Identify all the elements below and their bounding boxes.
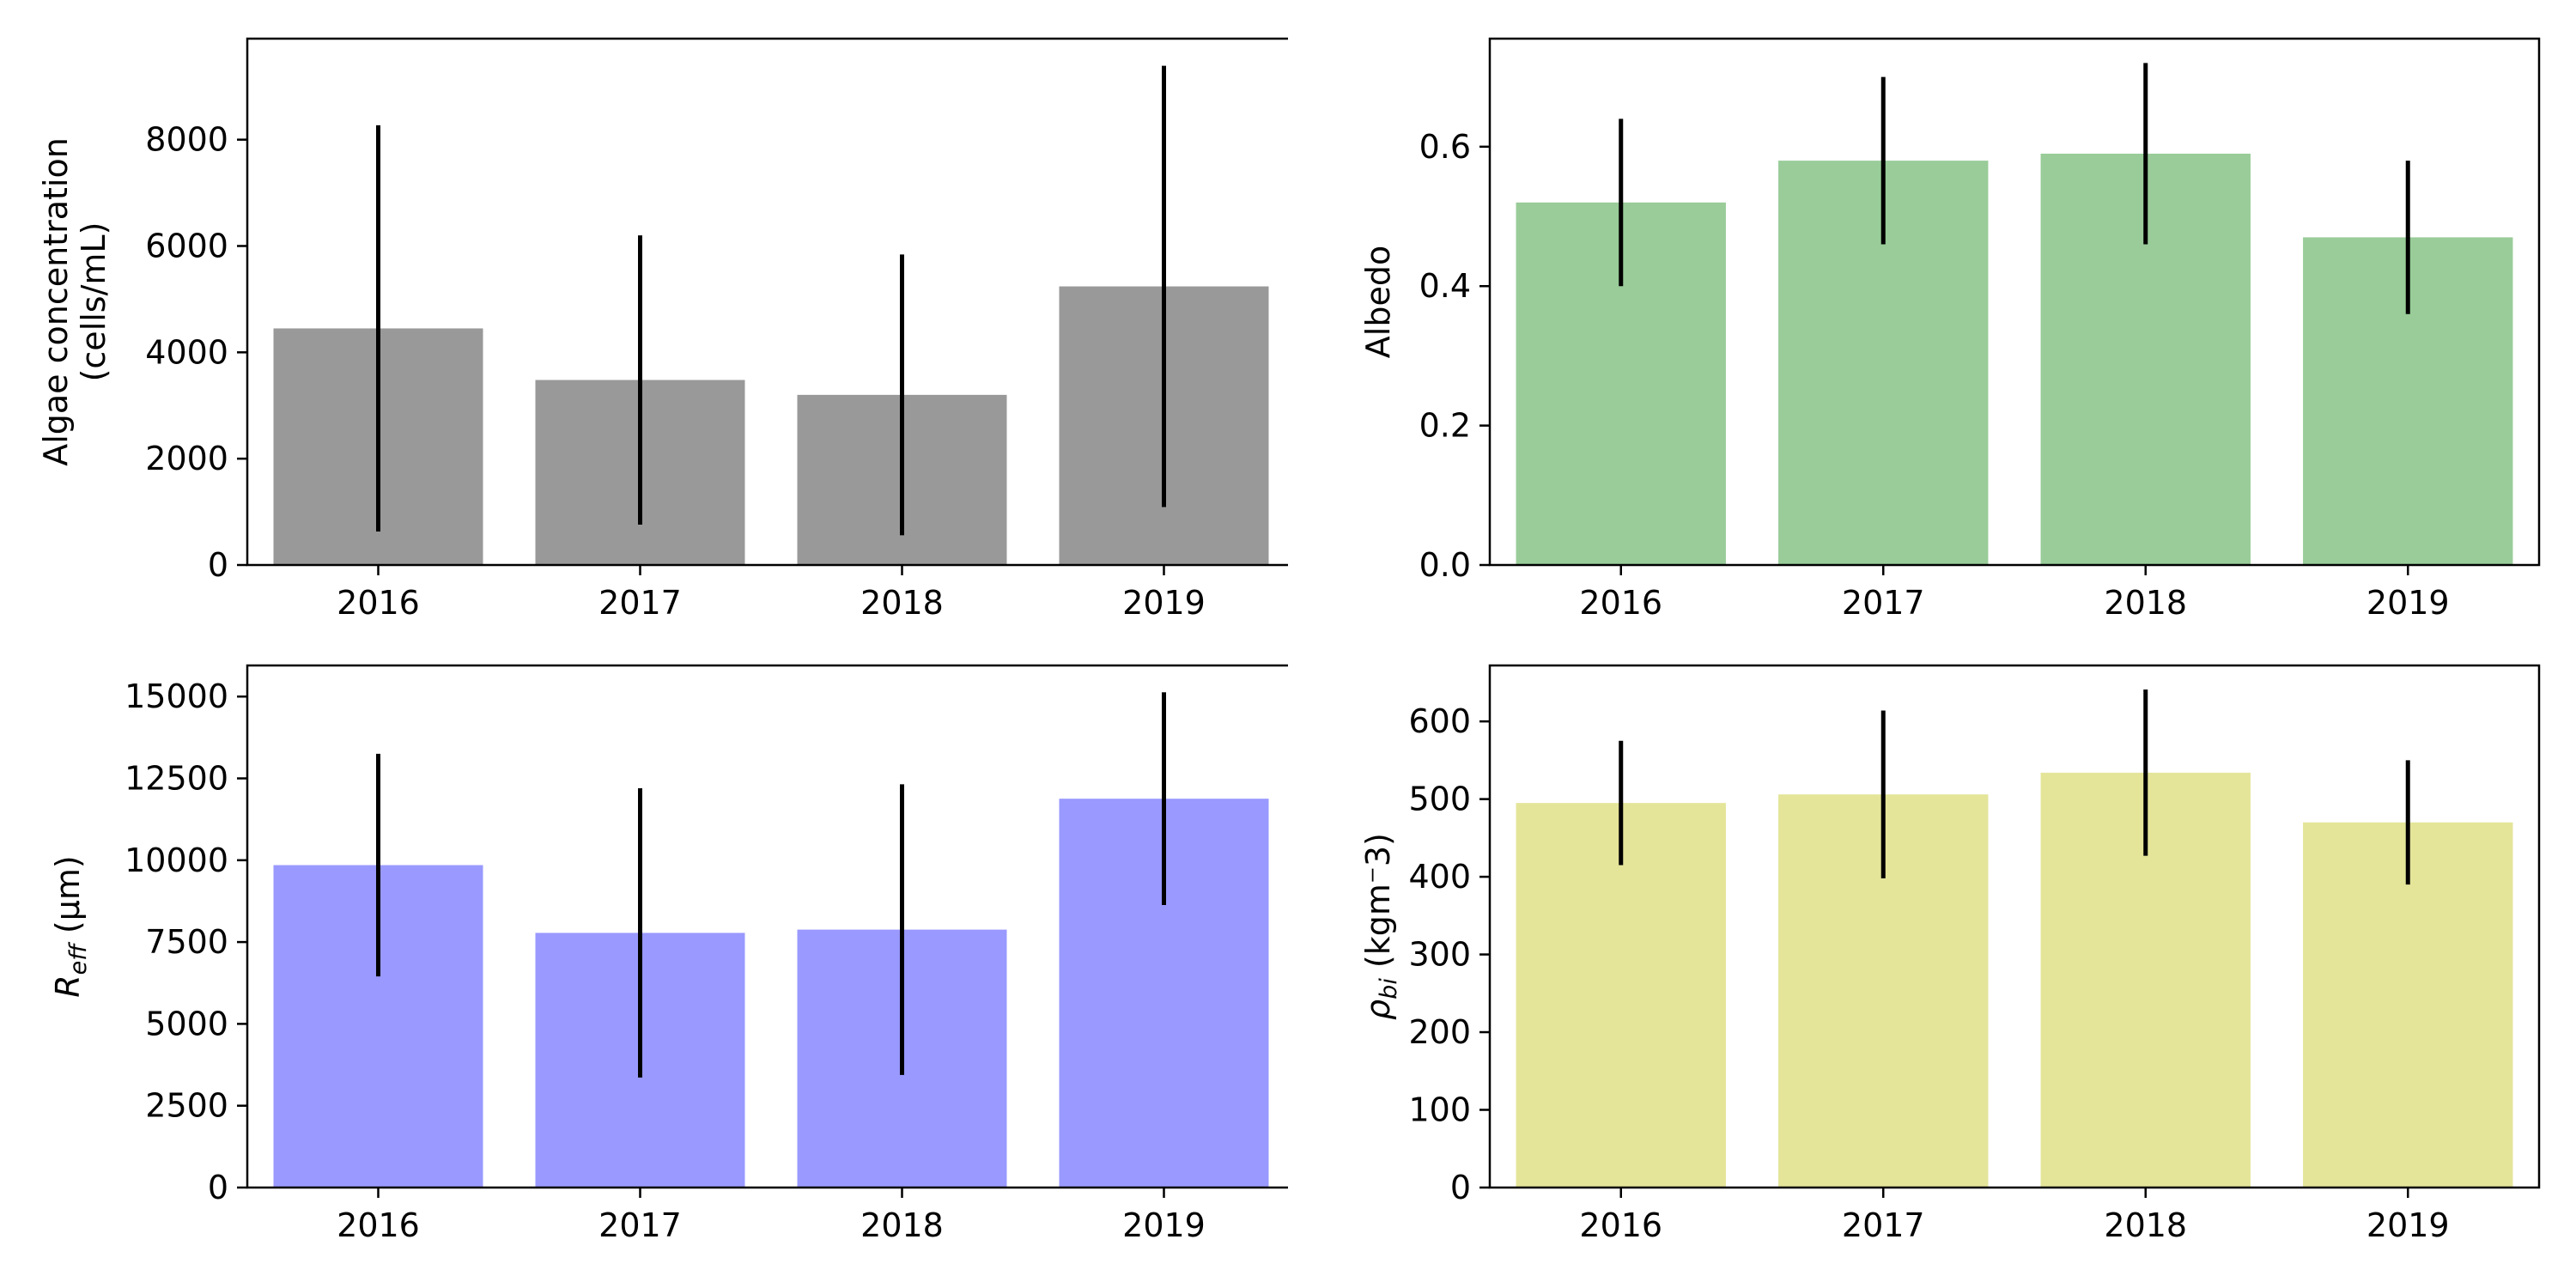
- y-tick-label: 5000: [145, 1005, 228, 1042]
- y-tick-label: 400: [1408, 858, 1471, 896]
- y-tick-label: 0: [208, 546, 228, 584]
- x-tick-label: 2019: [2366, 1206, 2450, 1244]
- y-tick-label: 0: [1450, 1169, 1471, 1206]
- x-tick-label: 2018: [860, 584, 944, 622]
- panel-reff: 0 2500 5000 7500 10000 12500 15000 2016 2017 2018…: [49, 664, 1288, 1244]
- y-tick-label: 15000: [125, 677, 228, 715]
- x-tick-label: 2017: [598, 584, 682, 622]
- x-tick-label: 2016: [337, 1206, 420, 1244]
- y-tick-label: 300: [1408, 936, 1471, 974]
- y-axis-label: ρbi (kgm⁻3): [1359, 833, 1402, 1020]
- plot-frame: [1488, 37, 2541, 567]
- x-tick-label: 2017: [598, 1206, 682, 1244]
- panel-algae: 0 2000 4000 6000 8000 2016 2017 2018 2019 Algae c…: [37, 37, 1288, 622]
- x-tick-label: 2019: [1122, 1206, 1206, 1244]
- y-tick-label: 600: [1408, 702, 1471, 740]
- panel-density: 0 100 200 300 400 500 600 2016 2017 2018 2019 ρbi (…: [1359, 664, 2541, 1244]
- y-tick-label: 500: [1408, 781, 1471, 818]
- y-tick-label: 2000: [145, 440, 228, 477]
- bar-2016: [1516, 803, 1726, 1188]
- y-tick-label: 0.6: [1419, 128, 1471, 166]
- y-axis-label: Reff (μm): [49, 855, 92, 997]
- y-axis-label: Albedo: [1359, 246, 1397, 358]
- y-tick-label: 4000: [145, 333, 228, 371]
- y-tick-label: 0.0: [1419, 546, 1471, 584]
- x-tick-label: 2018: [2104, 1206, 2187, 1244]
- x-tick-label: 2018: [860, 1206, 944, 1244]
- y-tick-label: 12500: [125, 760, 228, 798]
- x-tick-label: 2016: [337, 584, 420, 622]
- y-tick-label: 0.2: [1419, 407, 1471, 445]
- y-tick-label: 8000: [145, 121, 228, 159]
- plot-frame: [246, 664, 1288, 1189]
- x-tick-label: 2019: [2366, 584, 2450, 622]
- y-tick-label: 6000: [145, 227, 228, 264]
- y-tick-label: 0.4: [1419, 267, 1471, 305]
- y-tick-label: 7500: [145, 923, 228, 961]
- y-tick-label: 100: [1408, 1091, 1471, 1129]
- x-tick-label: 2017: [1842, 1206, 1925, 1244]
- y-tick-label: 0: [208, 1169, 228, 1206]
- x-tick-label: 2019: [1122, 584, 1206, 622]
- plot-frame: [1488, 664, 2541, 1189]
- x-tick-label: 2017: [1842, 584, 1925, 622]
- y-tick-label: 200: [1408, 1013, 1471, 1051]
- x-tick-label: 2016: [1579, 1206, 1662, 1244]
- panel-albedo: 0.0 0.2 0.4 0.6 2016 2017 2018 2019 Albedo: [1359, 37, 2541, 622]
- x-tick-label: 2016: [1579, 584, 1662, 622]
- y-axis-label: Algae concentration(cells/mL): [37, 137, 112, 466]
- x-tick-label: 2018: [2104, 584, 2187, 622]
- plot-frame: [246, 37, 1288, 567]
- y-tick-label: 2500: [145, 1087, 228, 1125]
- y-tick-label: 10000: [125, 841, 228, 879]
